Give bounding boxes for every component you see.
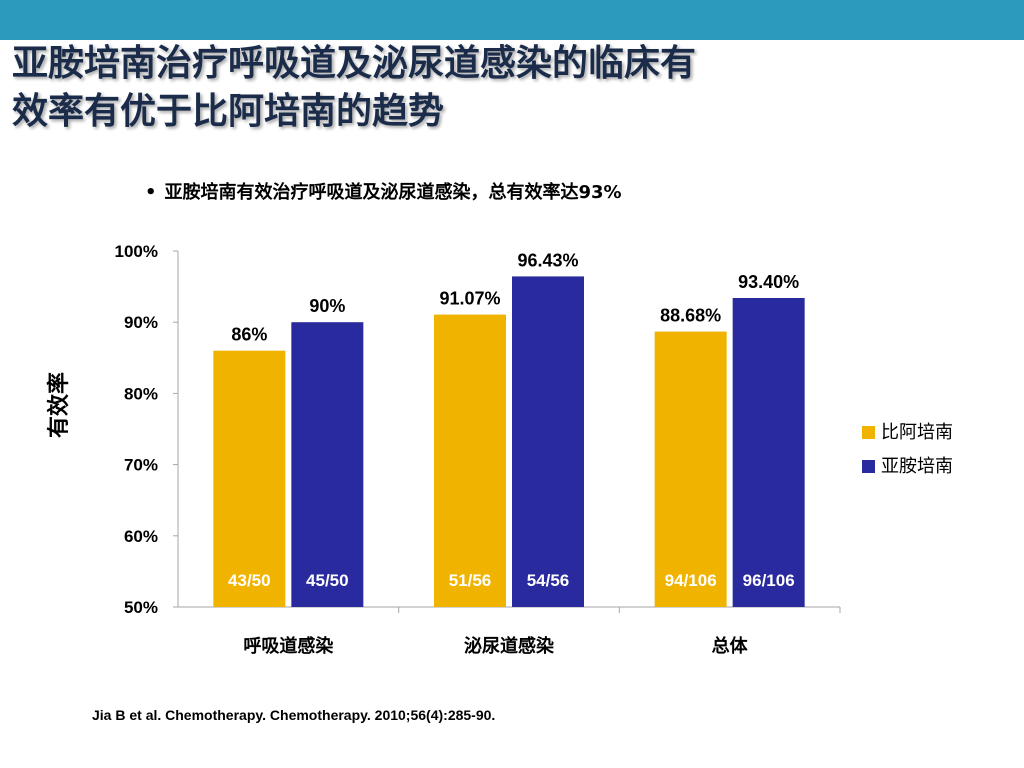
x-tick-label: 总体: [712, 635, 749, 657]
bar-value-label: 86%: [231, 325, 267, 345]
legend-label: 亚胺培南: [881, 456, 953, 477]
bar-series2: [512, 276, 584, 607]
bar-series1: [654, 331, 727, 607]
x-tick-label: 呼吸道感染: [243, 635, 334, 657]
y-tick-label: 80%: [124, 384, 158, 403]
bar-value-label: 90%: [309, 296, 345, 316]
x-tick-label: 泌尿道感染: [464, 635, 555, 657]
y-tick-label: 70%: [124, 456, 158, 475]
legend-label: 比阿培南: [881, 422, 953, 443]
legend-swatch: [862, 460, 875, 473]
slide-title-line-1: 亚胺培南治疗呼吸道及泌尿道感染的临床有: [12, 43, 697, 84]
bar-count-label: 43/50: [228, 571, 271, 590]
bullet-text: 亚胺培南有效治疗呼吸道及泌尿道感染，总有效率达93%: [164, 182, 622, 203]
slide-title: 亚胺培南治疗呼吸道及泌尿道感染的临床有 效率有优于比阿培南的趋势: [12, 40, 992, 136]
bar-count-label: 45/50: [306, 571, 349, 590]
bar-value-label: 93.40%: [738, 272, 799, 292]
bar-series2: [291, 322, 364, 607]
bar-value-label: 96.43%: [517, 250, 578, 270]
bar-value-label: 88.68%: [660, 306, 721, 326]
bullet-marker: •: [145, 182, 157, 203]
y-tick-label: 50%: [124, 598, 158, 617]
bullet-point: • 亚胺培南有效治疗呼吸道及泌尿道感染，总有效率达93%: [145, 178, 622, 204]
y-tick-label: 60%: [124, 527, 158, 546]
bar-count-label: 94/106: [665, 571, 717, 590]
y-tick-label: 90%: [124, 313, 158, 332]
bar-series2: [732, 297, 805, 607]
bar-count-label: 96/106: [743, 571, 795, 590]
top-banner: [0, 0, 1024, 40]
slide-title-line-2: 效率有优于比阿培南的趋势: [12, 91, 445, 132]
bar-count-label: 51/56: [449, 571, 492, 590]
bar-series1: [434, 314, 506, 607]
y-axis-title: 有效率: [46, 372, 72, 438]
y-tick-label: 100%: [115, 242, 158, 261]
bar-series1: [213, 350, 286, 607]
bar-count-label: 54/56: [527, 571, 570, 590]
citation: Jia B et al. Chemotherapy. Chemotherapy.…: [92, 707, 496, 723]
legend-swatch: [862, 426, 875, 439]
bar-value-label: 91.07%: [439, 289, 500, 309]
